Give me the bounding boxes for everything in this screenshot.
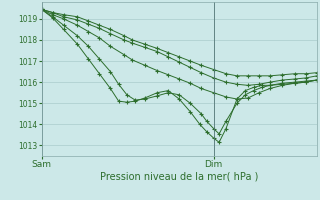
X-axis label: Pression niveau de la mer( hPa ): Pression niveau de la mer( hPa ) (100, 172, 258, 182)
